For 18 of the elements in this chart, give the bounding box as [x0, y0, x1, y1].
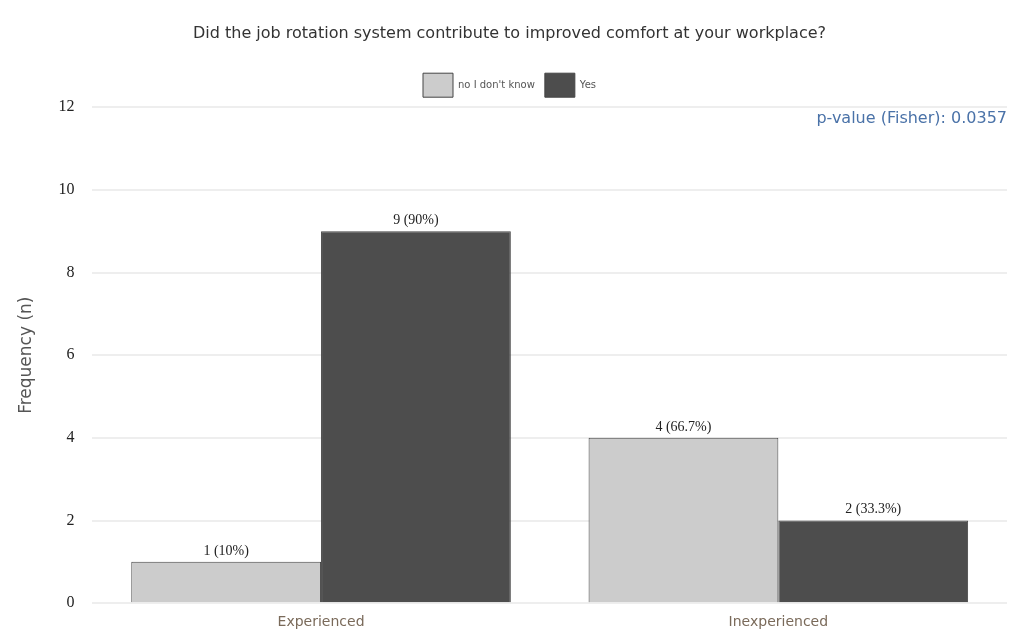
y-tick-label: 10	[58, 180, 75, 198]
data-label: 1 (10%)	[203, 542, 250, 559]
legend-label: Yes	[578, 78, 597, 90]
y-tick-label: 4	[66, 428, 75, 446]
y-tick-label: 12	[58, 97, 75, 115]
annotation: p-value (Fisher): 0.0357	[816, 108, 1007, 128]
y-tick-label: 6	[66, 345, 75, 363]
y-tick-label: 8	[66, 262, 75, 280]
data-label: 4 (66.7%)	[655, 418, 712, 435]
y-tick-label: 2	[66, 510, 75, 528]
data-label: 9 (90%)	[393, 211, 440, 228]
legend-label: no I don't know	[458, 78, 535, 90]
data-label: 2 (33.3%)	[845, 501, 902, 518]
chart-title: Did the job rotation system contribute to improved comfort at your workplace?	[192, 22, 827, 42]
y-tick-label: 0	[66, 593, 75, 611]
y-axis-title: Frequency (n)	[14, 296, 35, 414]
x-tick-label: Inexperienced	[728, 613, 829, 630]
x-tick-label: Experienced	[277, 613, 365, 630]
